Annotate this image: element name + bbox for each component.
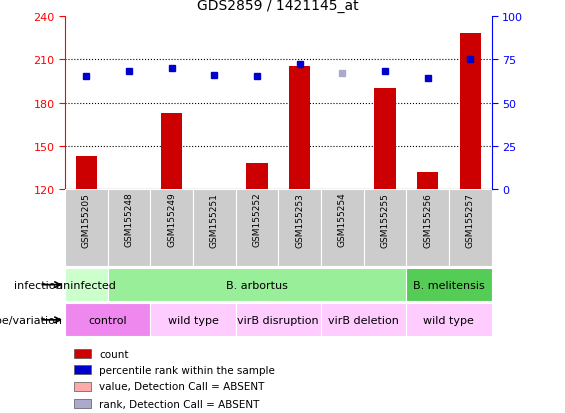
Bar xyxy=(321,304,406,337)
Text: GSM155249: GSM155249 xyxy=(167,192,176,247)
Bar xyxy=(406,304,492,337)
Bar xyxy=(321,190,364,266)
Bar xyxy=(449,190,492,266)
Bar xyxy=(65,190,107,266)
Bar xyxy=(406,268,492,301)
Text: value, Detection Call = ABSENT: value, Detection Call = ABSENT xyxy=(99,381,264,391)
Bar xyxy=(65,304,150,337)
Bar xyxy=(459,34,481,190)
Bar xyxy=(246,164,268,190)
Bar xyxy=(107,190,150,266)
Text: GSM155251: GSM155251 xyxy=(210,192,219,247)
Text: percentile rank within the sample: percentile rank within the sample xyxy=(99,365,275,375)
Bar xyxy=(73,349,90,358)
Bar xyxy=(150,304,236,337)
Bar xyxy=(73,382,90,391)
Bar xyxy=(278,190,321,266)
Text: GSM155255: GSM155255 xyxy=(380,192,389,247)
Text: GSM155205: GSM155205 xyxy=(82,192,91,247)
Bar xyxy=(65,268,107,301)
Bar xyxy=(161,113,182,190)
Text: infection: infection xyxy=(14,280,62,290)
Text: uninfected: uninfected xyxy=(56,280,116,290)
Text: GSM155253: GSM155253 xyxy=(295,192,304,247)
Title: GDS2859 / 1421145_at: GDS2859 / 1421145_at xyxy=(197,0,359,13)
Bar xyxy=(193,190,236,266)
Text: control: control xyxy=(88,315,127,325)
Text: count: count xyxy=(99,349,129,359)
Bar xyxy=(364,190,406,266)
Text: wild type: wild type xyxy=(423,315,475,325)
Text: GSM155252: GSM155252 xyxy=(253,192,262,247)
Bar xyxy=(73,366,90,374)
Bar xyxy=(73,399,90,408)
Text: genotype/variation: genotype/variation xyxy=(0,315,62,325)
Bar xyxy=(417,173,438,190)
Bar xyxy=(374,89,396,190)
Text: B. melitensis: B. melitensis xyxy=(413,280,485,290)
Text: GSM155257: GSM155257 xyxy=(466,192,475,247)
Bar xyxy=(76,157,97,190)
Bar xyxy=(406,190,449,266)
Text: B. arbortus: B. arbortus xyxy=(226,280,288,290)
Text: GSM155256: GSM155256 xyxy=(423,192,432,247)
Text: virB disruption: virB disruption xyxy=(237,315,319,325)
Text: rank, Detection Call = ABSENT: rank, Detection Call = ABSENT xyxy=(99,399,259,408)
Bar xyxy=(289,67,310,190)
Text: GSM155254: GSM155254 xyxy=(338,192,347,247)
Bar xyxy=(236,190,279,266)
Text: wild type: wild type xyxy=(167,315,219,325)
Bar xyxy=(107,268,406,301)
Bar xyxy=(236,304,321,337)
Bar xyxy=(150,190,193,266)
Text: virB deletion: virB deletion xyxy=(328,315,399,325)
Text: GSM155248: GSM155248 xyxy=(124,192,133,247)
